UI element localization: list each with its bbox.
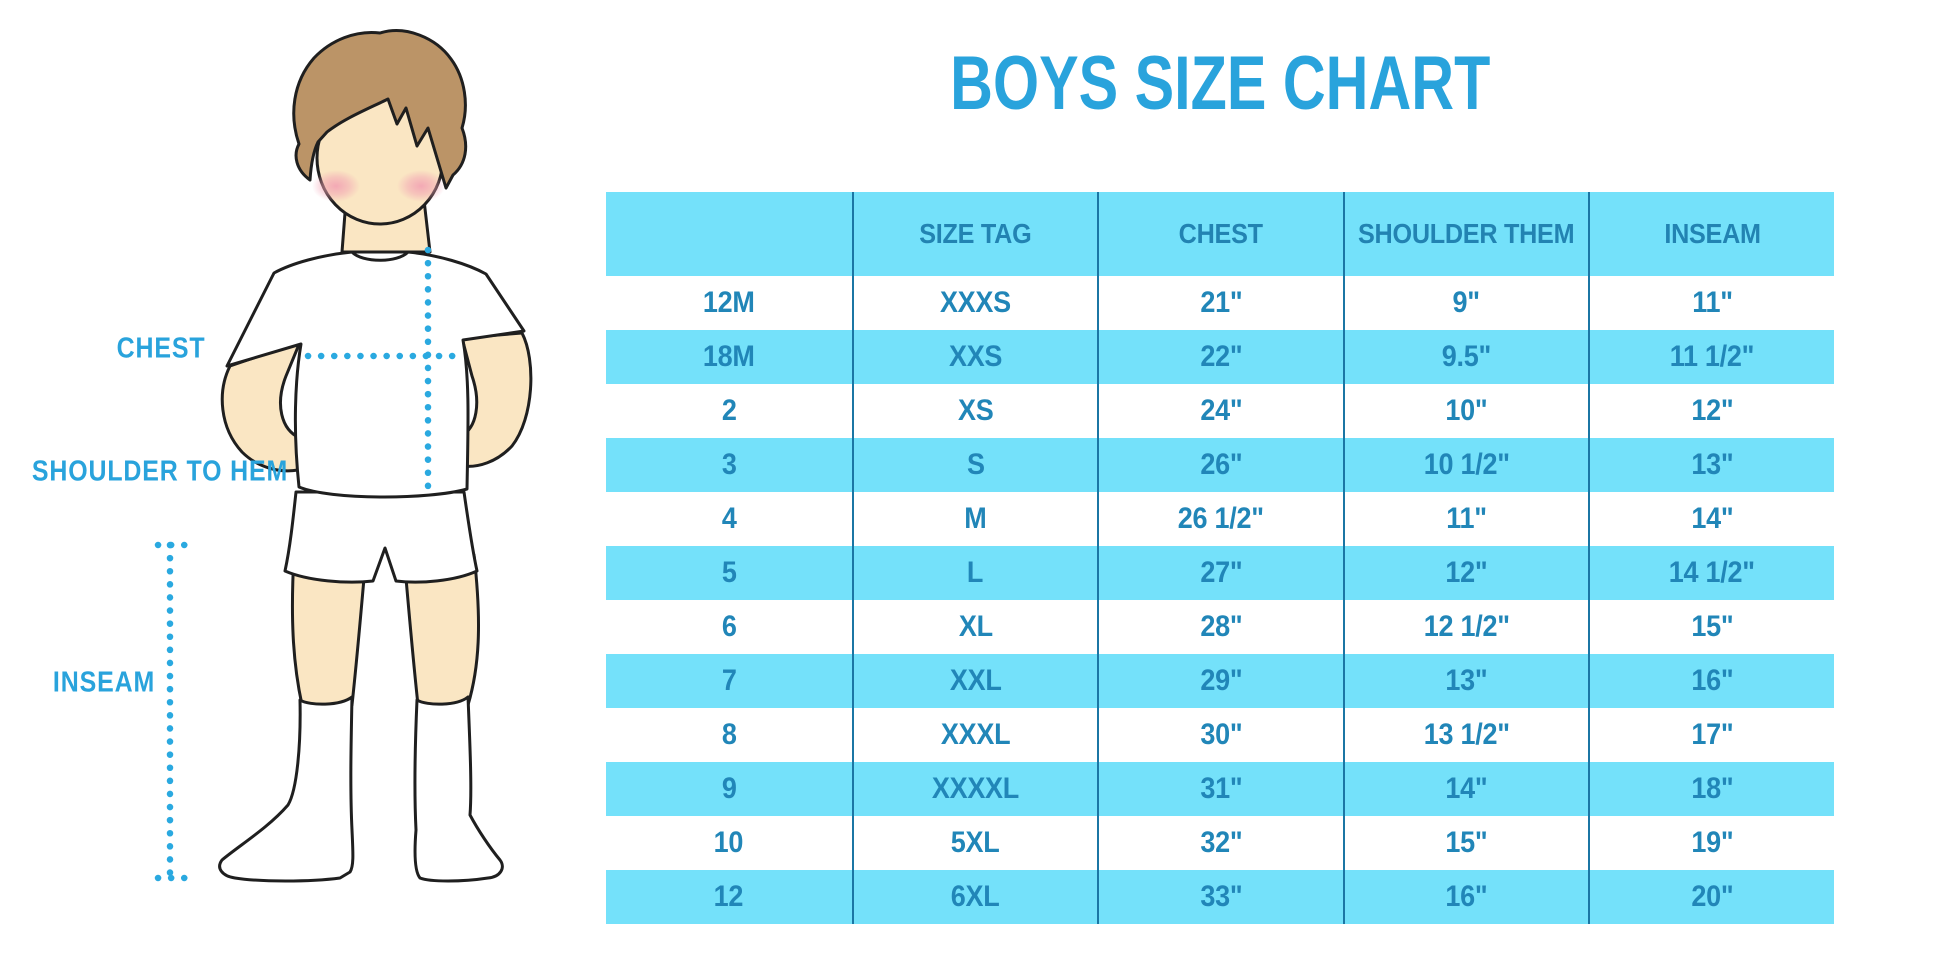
boy-left-arm (220, 340, 302, 473)
label-inseam: INSEAM (52, 666, 156, 699)
boy-measurement-figure: CHEST SHOULDER TO HEM INSEAM (0, 0, 560, 973)
table-cell: 30" (1097, 708, 1343, 762)
table-cell: 12 1/2" (1342, 600, 1589, 654)
table-row: 12M XXXS 21" 9" 11" (606, 276, 1834, 330)
table-row: 5 L 27" 12" 14 1/2" (606, 546, 1834, 600)
table-row: 9 XXXXL 31" 14" 18" (606, 762, 1834, 816)
table-cell: 7 (721, 664, 737, 697)
table-cell: 27" (1097, 546, 1343, 600)
table-row: 6 XL 28" 12 1/2" 15" (606, 600, 1834, 654)
table-row: 8 XXXL 30" 13 1/2" 17" (606, 708, 1834, 762)
table-row: 4 M 26 1/2" 11" 14" (606, 492, 1834, 546)
column-header-size (606, 192, 852, 276)
table-cell: 12" (1342, 546, 1589, 600)
boy-left-sock (218, 695, 355, 883)
table-cell: 4 (721, 502, 737, 535)
label-shoulder-to-hem: SHOULDER TO HEM (31, 455, 289, 488)
table-cell: M (851, 492, 1098, 546)
table-cell: 11 1/2" (1588, 330, 1834, 384)
table-row: 12 6XL 33" 16" 20" (606, 870, 1834, 924)
table-cell: 13" (1588, 438, 1834, 492)
column-header-size-tag: SIZE TAG (851, 192, 1098, 276)
table-cell: 6 (721, 610, 737, 643)
table-cell: 3 (721, 448, 737, 481)
table-cell: 13" (1342, 654, 1589, 708)
table-cell: XXXS (851, 276, 1098, 330)
column-header-inseam: INSEAM (1588, 192, 1834, 276)
table-cell: 9 (721, 772, 737, 805)
boy-illustration (154, 29, 533, 883)
table-cell: XXS (851, 330, 1098, 384)
boy-shorts (283, 490, 479, 584)
boy-right-sock (413, 695, 504, 883)
table-cell: L (851, 546, 1098, 600)
table-cell: XXXXL (851, 762, 1098, 816)
boy-right-arm (459, 331, 533, 468)
table-cell: S (851, 438, 1098, 492)
table-cell: 33" (1097, 870, 1343, 924)
table-row: 7 XXL 29" 13" 16" (606, 654, 1834, 708)
table-cell: 13 1/2" (1342, 708, 1589, 762)
table-cell: 11" (1588, 276, 1834, 330)
table-cell: 31" (1097, 762, 1343, 816)
table-cell: 9.5" (1342, 330, 1589, 384)
table-cell: XL (851, 600, 1098, 654)
table-cell: 6XL (851, 870, 1098, 924)
table-cell: 28" (1097, 600, 1343, 654)
table-cell: 18M (702, 340, 755, 373)
table-cell: 12 (714, 880, 744, 913)
table-cell: 14" (1588, 492, 1834, 546)
table-cell: 16" (1588, 654, 1834, 708)
boy-right-blush (397, 170, 445, 202)
page-title-text: BOYS SIZE CHART (949, 41, 1491, 126)
table-cell: 15" (1342, 816, 1589, 870)
table-cell: 19" (1588, 816, 1834, 870)
table-cell: 10 (714, 826, 744, 859)
table-cell: 5XL (851, 816, 1098, 870)
table-cell: 17" (1588, 708, 1834, 762)
table-cell: 21" (1097, 276, 1343, 330)
table-cell: 12M (702, 286, 755, 319)
table-cell: XXXL (851, 708, 1098, 762)
table-cell: 11" (1342, 492, 1589, 546)
table-cell: 18" (1588, 762, 1834, 816)
table-cell: 14" (1342, 762, 1589, 816)
table-cell: 26 1/2" (1097, 492, 1343, 546)
table-body: 12M XXXS 21" 9" 11" 18M XXS 22" 9.5" 11 … (606, 276, 1834, 924)
table-cell: 22" (1097, 330, 1343, 384)
table-cell: 15" (1588, 600, 1834, 654)
table-row: 2 XS 24" 10" 12" (606, 384, 1834, 438)
column-header-shoulder-hem: SHOULDER THEM (1342, 192, 1589, 276)
size-chart-table: SIZE TAG CHEST SHOULDER THEM INSEAM 12M … (606, 192, 1834, 924)
table-cell: 29" (1097, 654, 1343, 708)
page-title: BOYS SIZE CHART (606, 40, 1834, 127)
table-header-row: SIZE TAG CHEST SHOULDER THEM INSEAM (606, 192, 1834, 276)
table-cell: XXL (851, 654, 1098, 708)
table-cell: 14 1/2" (1588, 546, 1834, 600)
table-cell: 24" (1097, 384, 1343, 438)
table-row: 10 5XL 32" 15" 19" (606, 816, 1834, 870)
table-cell: 16" (1342, 870, 1589, 924)
table-cell: 10" (1342, 384, 1589, 438)
table-cell: 10 1/2" (1342, 438, 1589, 492)
boy-hair (292, 29, 468, 190)
table-row: 3 S 26" 10 1/2" 13" (606, 438, 1834, 492)
boy-tshirt (225, 250, 526, 499)
boy-left-blush (312, 170, 360, 202)
table-cell: 12" (1588, 384, 1834, 438)
column-header-chest: CHEST (1097, 192, 1343, 276)
table-cell: 5 (721, 556, 737, 589)
label-chest: CHEST (116, 332, 206, 365)
table-cell: 9" (1342, 276, 1589, 330)
table-cell: 26" (1097, 438, 1343, 492)
table-row: 18M XXS 22" 9.5" 11 1/2" (606, 330, 1834, 384)
table-cell: 2 (721, 394, 737, 427)
table-cell: 32" (1097, 816, 1343, 870)
table-cell: XS (851, 384, 1098, 438)
table-cell: 8 (721, 718, 737, 751)
table-cell: 20" (1588, 870, 1834, 924)
